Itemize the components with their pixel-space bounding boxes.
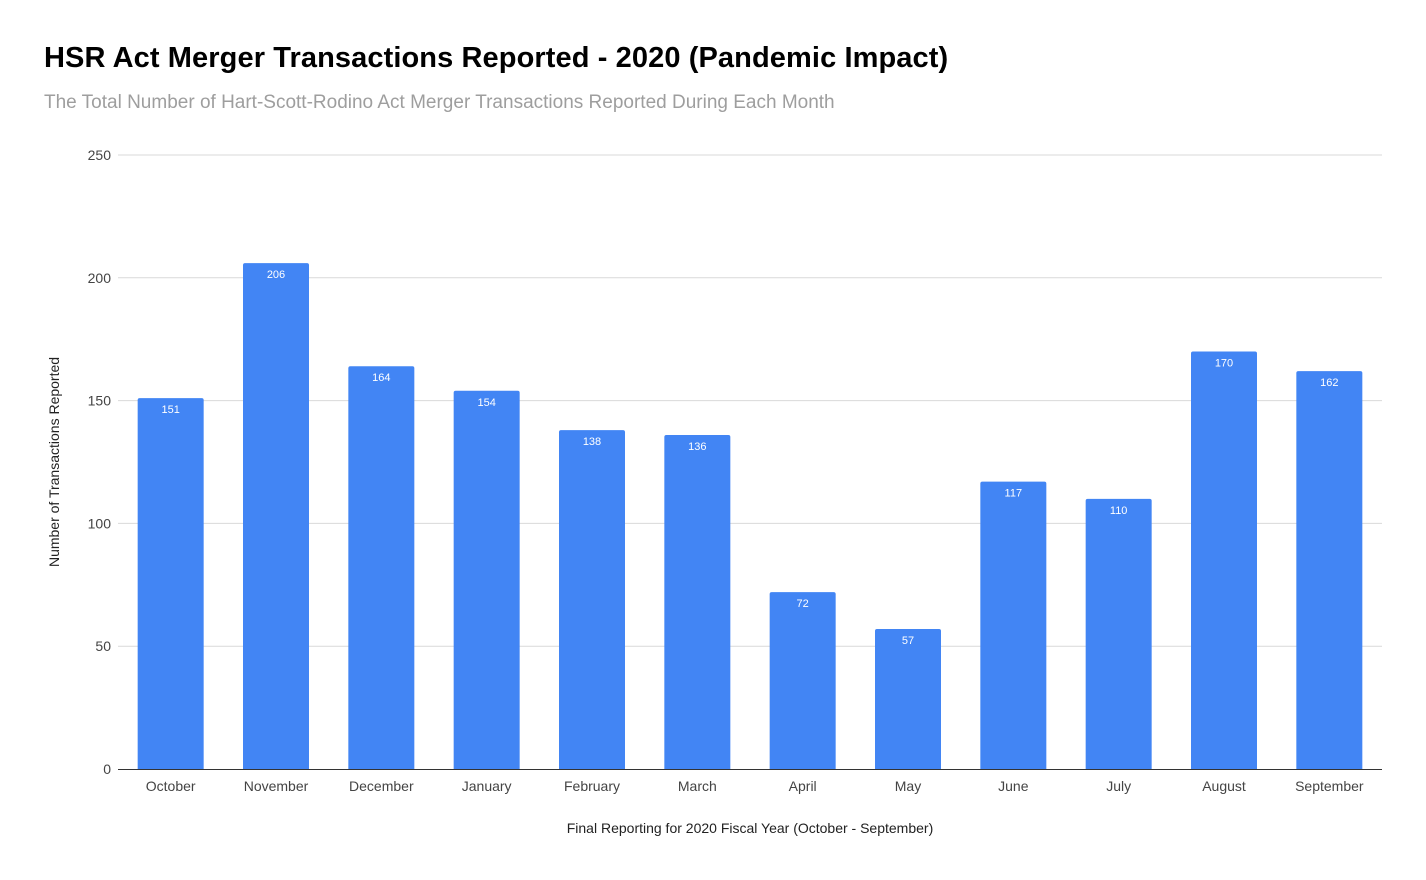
x-tick-label: March bbox=[678, 778, 717, 794]
bar-data-label: 57 bbox=[902, 635, 914, 647]
bar-data-label: 117 bbox=[1005, 488, 1023, 500]
bar-february bbox=[559, 430, 625, 769]
x-tick-label: September bbox=[1295, 778, 1364, 794]
bar-july bbox=[1085, 498, 1152, 769]
bar-september bbox=[1296, 371, 1363, 769]
bar-april bbox=[769, 592, 836, 769]
x-tick-label: July bbox=[1106, 778, 1131, 794]
y-tick-label: 200 bbox=[88, 270, 112, 286]
y-tick-label: 100 bbox=[88, 515, 112, 531]
y-tick-label: 250 bbox=[88, 147, 112, 163]
x-axis-ticks: October November December January February Ma… bbox=[146, 778, 1364, 794]
bar-november bbox=[243, 263, 309, 769]
bar-data-label: 136 bbox=[688, 441, 706, 453]
y-axis-title: Number of Transactions Reported bbox=[46, 357, 62, 567]
bars bbox=[137, 263, 1363, 769]
bar-may bbox=[875, 629, 941, 769]
bar-data-labels: 151 206 164 154 138 136 72 57 117 110 170 162 bbox=[161, 269, 1338, 647]
x-tick-label: April bbox=[789, 778, 817, 794]
gridlines bbox=[118, 154, 1382, 647]
x-tick-label: December bbox=[349, 778, 414, 794]
x-axis-title: Final Reporting for 2020 Fiscal Year (Oc… bbox=[567, 820, 934, 836]
bar-january bbox=[453, 390, 520, 769]
bar-october bbox=[137, 398, 204, 769]
bar-december bbox=[348, 366, 415, 769]
x-tick-label: January bbox=[462, 778, 512, 794]
bar-data-label: 138 bbox=[583, 436, 601, 448]
chart-subtitle: The Total Number of Hart-Scott-Rodino Ac… bbox=[44, 92, 835, 113]
bar-june bbox=[980, 481, 1047, 769]
x-tick-label: May bbox=[895, 778, 921, 794]
x-tick-label: February bbox=[564, 778, 620, 794]
x-tick-label: November bbox=[244, 778, 309, 794]
chart-title: HSR Act Merger Transactions Reported - 2… bbox=[44, 42, 949, 74]
x-tick-label: August bbox=[1202, 778, 1246, 794]
y-axis-ticks: 0 50 100 150 200 250 bbox=[88, 147, 112, 777]
bar-data-label: 151 bbox=[161, 404, 179, 416]
y-tick-label: 150 bbox=[88, 393, 112, 409]
bar-data-label: 164 bbox=[372, 372, 390, 384]
bar-data-label: 110 bbox=[1110, 505, 1128, 517]
bar-data-label: 170 bbox=[1215, 357, 1233, 369]
x-tick-label: June bbox=[998, 778, 1029, 794]
bar-august bbox=[1191, 351, 1257, 769]
bar-march bbox=[664, 434, 731, 769]
y-tick-label: 50 bbox=[95, 638, 111, 654]
bar-data-label: 72 bbox=[797, 598, 809, 610]
bar-data-label: 154 bbox=[477, 397, 495, 409]
bar-data-label: 206 bbox=[267, 269, 285, 281]
bar-data-label: 162 bbox=[1320, 377, 1338, 389]
y-tick-label: 0 bbox=[103, 761, 111, 777]
x-tick-label: October bbox=[146, 778, 196, 794]
